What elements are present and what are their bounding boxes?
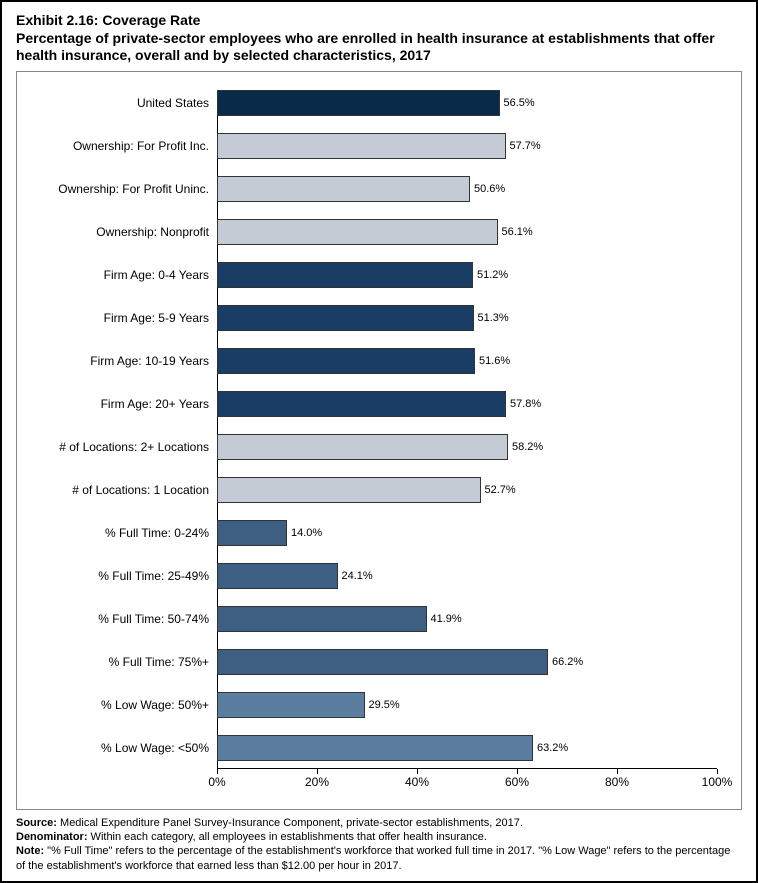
bar bbox=[217, 176, 470, 202]
category-label: United States bbox=[17, 96, 217, 110]
category-label: Firm Age: 10-19 Years bbox=[17, 354, 217, 368]
bar bbox=[217, 434, 508, 460]
value-label: 29.5% bbox=[365, 699, 400, 711]
source-text: Medical Expenditure Panel Survey-Insuran… bbox=[57, 817, 523, 829]
category-label: # of Locations: 1 Location bbox=[17, 483, 217, 497]
footnotes: Source: Medical Expenditure Panel Survey… bbox=[16, 816, 742, 873]
bar-row: % Low Wage: 50%+29.5% bbox=[217, 692, 717, 718]
bar-row: % Full Time: 50-74%41.9% bbox=[217, 606, 717, 632]
value-label: 52.7% bbox=[481, 484, 516, 496]
category-label: % Full Time: 25-49% bbox=[17, 569, 217, 583]
bar-row: Firm Age: 0-4 Years51.2% bbox=[217, 262, 717, 288]
x-axis bbox=[217, 768, 717, 769]
bar-row: Firm Age: 5-9 Years51.3% bbox=[217, 305, 717, 331]
x-tick bbox=[717, 769, 718, 774]
category-label: Ownership: For Profit Inc. bbox=[17, 139, 217, 153]
x-tick bbox=[417, 769, 418, 774]
value-label: 58.2% bbox=[508, 441, 543, 453]
bar bbox=[217, 219, 498, 245]
bar bbox=[217, 348, 475, 374]
value-label: 50.6% bbox=[470, 183, 505, 195]
bar-row: Ownership: For Profit Inc.57.7% bbox=[217, 133, 717, 159]
plot-area: 0%20%40%60%80%100%United States56.5%Owne… bbox=[217, 90, 717, 769]
x-tick-label: 0% bbox=[208, 775, 225, 789]
bar bbox=[217, 305, 474, 331]
bar-row: % Low Wage: <50%63.2% bbox=[217, 735, 717, 761]
bar bbox=[217, 692, 365, 718]
exhibit-container: Exhibit 2.16: Coverage Rate Percentage o… bbox=[0, 0, 758, 883]
denominator-line: Denominator: Within each category, all e… bbox=[16, 830, 742, 844]
bar-row: Ownership: Nonprofit56.1% bbox=[217, 219, 717, 245]
chart-frame: 0%20%40%60%80%100%United States56.5%Owne… bbox=[16, 71, 742, 810]
bar bbox=[217, 133, 506, 159]
bar-row: % Full Time: 0-24%14.0% bbox=[217, 520, 717, 546]
value-label: 63.2% bbox=[533, 742, 568, 754]
bar-row: Firm Age: 10-19 Years51.6% bbox=[217, 348, 717, 374]
bar bbox=[217, 606, 427, 632]
bar-row: # of Locations: 2+ Locations58.2% bbox=[217, 434, 717, 460]
value-label: 56.1% bbox=[498, 226, 533, 238]
value-label: 57.7% bbox=[506, 140, 541, 152]
value-label: 56.5% bbox=[500, 97, 535, 109]
note-label: Note: bbox=[16, 845, 44, 857]
value-label: 14.0% bbox=[287, 527, 322, 539]
source-label: Source: bbox=[16, 817, 57, 829]
category-label: Ownership: For Profit Uninc. bbox=[17, 182, 217, 196]
bar bbox=[217, 391, 506, 417]
bar bbox=[217, 262, 473, 288]
title-block: Exhibit 2.16: Coverage Rate Percentage o… bbox=[16, 12, 742, 65]
value-label: 51.3% bbox=[474, 312, 509, 324]
note-line: Note: "% Full Time" refers to the percen… bbox=[16, 844, 742, 873]
x-tick bbox=[217, 769, 218, 774]
exhibit-number: Exhibit 2.16: Coverage Rate bbox=[16, 12, 742, 30]
bar bbox=[217, 520, 287, 546]
bar-row: Firm Age: 20+ Years57.8% bbox=[217, 391, 717, 417]
category-label: % Full Time: 75%+ bbox=[17, 655, 217, 669]
bar bbox=[217, 90, 500, 116]
category-label: # of Locations: 2+ Locations bbox=[17, 440, 217, 454]
value-label: 41.9% bbox=[427, 613, 462, 625]
category-label: % Low Wage: 50%+ bbox=[17, 698, 217, 712]
x-tick-label: 20% bbox=[305, 775, 329, 789]
x-tick-label: 80% bbox=[605, 775, 629, 789]
x-tick-label: 40% bbox=[405, 775, 429, 789]
value-label: 66.2% bbox=[548, 656, 583, 668]
bar bbox=[217, 563, 338, 589]
value-label: 51.2% bbox=[473, 269, 508, 281]
bar-row: United States56.5% bbox=[217, 90, 717, 116]
bar-row: # of Locations: 1 Location52.7% bbox=[217, 477, 717, 503]
bar bbox=[217, 735, 533, 761]
category-label: Firm Age: 0-4 Years bbox=[17, 268, 217, 282]
value-label: 57.8% bbox=[506, 398, 541, 410]
x-tick-label: 60% bbox=[505, 775, 529, 789]
category-label: % Full Time: 0-24% bbox=[17, 526, 217, 540]
category-label: Firm Age: 5-9 Years bbox=[17, 311, 217, 325]
category-label: Ownership: Nonprofit bbox=[17, 225, 217, 239]
bar-row: % Full Time: 25-49%24.1% bbox=[217, 563, 717, 589]
bar bbox=[217, 649, 548, 675]
x-tick bbox=[517, 769, 518, 774]
bar-row: Ownership: For Profit Uninc.50.6% bbox=[217, 176, 717, 202]
note-text: "% Full Time" refers to the percentage o… bbox=[16, 845, 730, 871]
denominator-text: Within each category, all employees in e… bbox=[88, 831, 487, 843]
denominator-label: Denominator: bbox=[16, 831, 88, 843]
exhibit-title: Percentage of private-sector employees w… bbox=[16, 30, 742, 65]
bar-row: % Full Time: 75%+66.2% bbox=[217, 649, 717, 675]
bar bbox=[217, 477, 481, 503]
value-label: 51.6% bbox=[475, 355, 510, 367]
category-label: % Low Wage: <50% bbox=[17, 741, 217, 755]
x-tick-label: 100% bbox=[702, 775, 733, 789]
category-label: % Full Time: 50-74% bbox=[17, 612, 217, 626]
x-tick bbox=[617, 769, 618, 774]
value-label: 24.1% bbox=[338, 570, 373, 582]
x-tick bbox=[317, 769, 318, 774]
category-label: Firm Age: 20+ Years bbox=[17, 397, 217, 411]
source-line: Source: Medical Expenditure Panel Survey… bbox=[16, 816, 742, 830]
